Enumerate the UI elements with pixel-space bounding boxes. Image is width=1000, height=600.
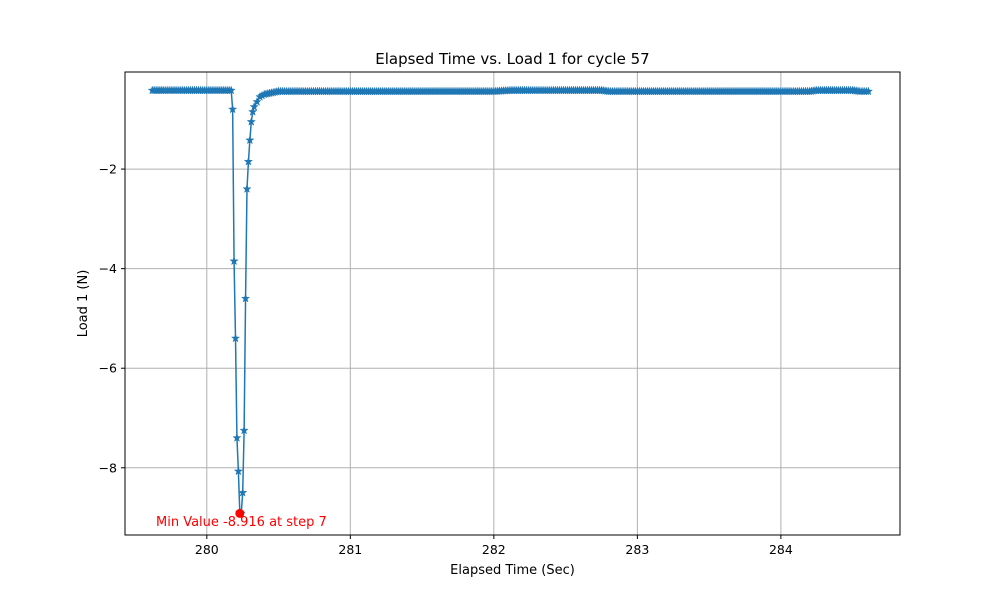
x-axis-label: Elapsed Time (Sec) <box>450 563 575 578</box>
min-value-point <box>235 508 245 518</box>
axes-frame <box>124 71 901 536</box>
y-tick-label: −2 <box>99 162 117 177</box>
x-tick-label: 280 <box>195 542 219 557</box>
y-tick-label: −4 <box>99 261 117 276</box>
x-tick-label: 281 <box>338 542 362 557</box>
plot-area <box>147 85 874 518</box>
data-point <box>233 466 244 476</box>
data-point <box>232 432 242 442</box>
data-point <box>226 85 236 95</box>
data-point <box>240 293 251 303</box>
data-point <box>230 333 241 343</box>
y-axis-label: Load 1 (N) <box>76 270 91 338</box>
data-point <box>245 135 255 145</box>
data-point <box>249 101 259 111</box>
x-tick-label: 283 <box>625 542 649 557</box>
data-point <box>239 425 249 435</box>
x-tick-label: 282 <box>482 542 506 557</box>
data-point <box>229 256 239 266</box>
data-point <box>252 96 262 106</box>
y-tick-label: −8 <box>99 460 117 475</box>
y-tick-label: −6 <box>99 361 117 376</box>
chart-title: Elapsed Time vs. Load 1 for cycle 57 <box>375 50 649 68</box>
grid-lines <box>125 72 900 535</box>
data-point <box>248 106 258 116</box>
data-point <box>227 104 238 114</box>
x-tick-label: 284 <box>769 542 793 557</box>
data-point <box>237 487 248 497</box>
data-point <box>242 184 252 194</box>
data-point <box>246 116 257 126</box>
min-value-annotation: Min Value -8.916 at step 7 <box>156 515 327 530</box>
data-point <box>243 156 254 166</box>
data-point <box>863 86 874 96</box>
axis-ticks: 280 281 282 283 284 −8 −6 −4 −2 <box>99 162 793 557</box>
